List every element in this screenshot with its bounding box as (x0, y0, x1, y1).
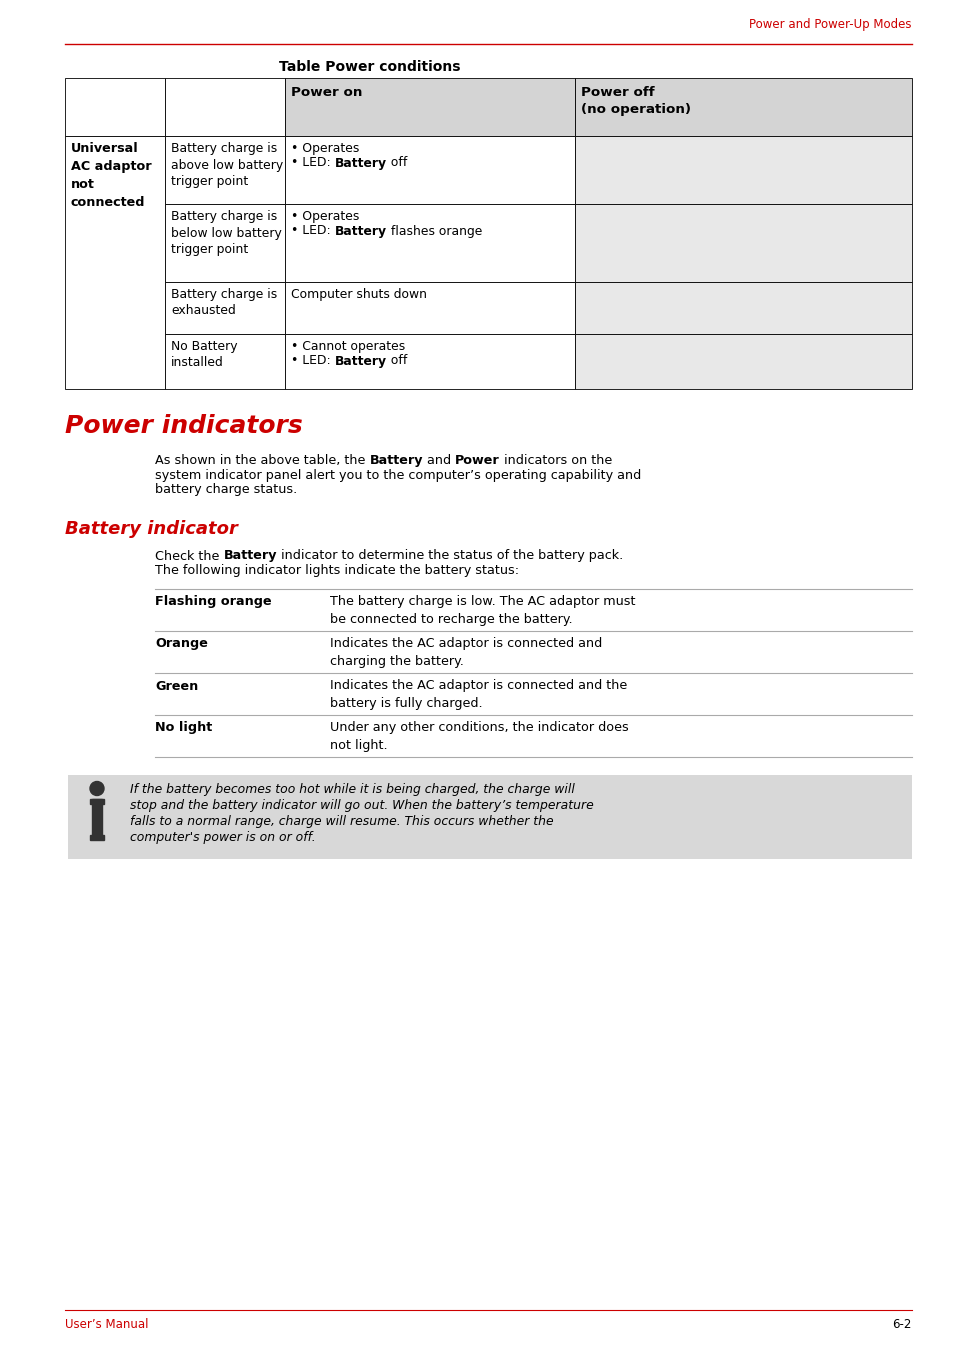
Text: Battery charge is
above low battery
trigger point: Battery charge is above low battery trig… (171, 142, 283, 188)
Bar (285, 334, 575, 389)
Text: Indicates the AC adaptor is connected and the
battery is fully charged.: Indicates the AC adaptor is connected an… (330, 680, 626, 709)
Text: Indicates the AC adaptor is connected and
charging the battery.: Indicates the AC adaptor is connected an… (330, 638, 601, 667)
Text: Battery: Battery (335, 157, 386, 169)
Text: 6-2: 6-2 (892, 1319, 911, 1331)
Bar (575, 78, 911, 136)
Bar (165, 334, 285, 389)
Text: Computer shuts down: Computer shuts down (291, 288, 427, 301)
Bar (285, 204, 575, 282)
Circle shape (90, 781, 104, 796)
Bar (575, 204, 911, 282)
Text: Green: Green (154, 680, 198, 693)
Text: Battery: Battery (369, 454, 422, 467)
Text: stop and the battery indicator will go out. When the battery’s temperature: stop and the battery indicator will go o… (130, 798, 593, 812)
Text: Battery charge is
below low battery
trigger point: Battery charge is below low battery trig… (171, 209, 281, 255)
Bar (65, 78, 165, 136)
Bar (285, 136, 575, 204)
Text: system indicator panel alert you to the computer’s operating capability and: system indicator panel alert you to the … (154, 469, 640, 481)
Text: off: off (386, 157, 407, 169)
Bar (68, 774, 911, 858)
Bar (575, 282, 911, 334)
Bar (91, 798, 102, 836)
Text: Under any other conditions, the indicator does
not light.: Under any other conditions, the indicato… (330, 721, 628, 751)
Text: User’s Manual: User’s Manual (65, 1319, 149, 1331)
Text: and: and (422, 454, 455, 467)
Text: Battery: Battery (223, 550, 276, 562)
Text: Universal
AC adaptor
not
connected: Universal AC adaptor not connected (71, 142, 152, 209)
Text: Orange: Orange (154, 638, 208, 650)
Text: Table Power conditions: Table Power conditions (279, 59, 460, 74)
Text: No Battery
installed: No Battery installed (171, 340, 237, 370)
Text: Power on: Power on (291, 86, 362, 99)
Bar (165, 204, 285, 282)
Text: Battery: Battery (335, 354, 386, 367)
Text: • LED:: • LED: (291, 157, 335, 169)
Text: Power off
(no operation): Power off (no operation) (580, 86, 690, 116)
Bar (90, 798, 104, 804)
Text: Check the: Check the (154, 550, 223, 562)
Text: indicator to determine the status of the battery pack.: indicator to determine the status of the… (276, 550, 622, 562)
Text: No light: No light (154, 721, 212, 735)
Text: Battery charge is
exhausted: Battery charge is exhausted (171, 288, 277, 317)
Text: • LED:: • LED: (291, 354, 335, 367)
Text: If the battery becomes too hot while it is being charged, the charge will: If the battery becomes too hot while it … (130, 782, 575, 796)
Text: As shown in the above table, the: As shown in the above table, the (154, 454, 369, 467)
Text: falls to a normal range, charge will resume. This occurs whether the: falls to a normal range, charge will res… (130, 815, 553, 828)
Text: indicators on the: indicators on the (499, 454, 612, 467)
Text: • Operates: • Operates (291, 142, 359, 155)
Bar (575, 136, 911, 204)
Text: Power indicators: Power indicators (65, 413, 302, 438)
Text: • Operates: • Operates (291, 209, 359, 223)
Text: Power and Power-Up Modes: Power and Power-Up Modes (749, 18, 911, 31)
Text: Battery indicator: Battery indicator (65, 520, 237, 538)
Text: • LED:: • LED: (291, 224, 335, 238)
Text: battery charge status.: battery charge status. (154, 484, 297, 496)
Text: Power: Power (455, 454, 499, 467)
Bar (285, 282, 575, 334)
Text: Flashing orange: Flashing orange (154, 596, 272, 608)
Bar (65, 136, 165, 389)
Bar (90, 835, 104, 839)
Text: flashes orange: flashes orange (386, 224, 481, 238)
Bar (165, 282, 285, 334)
Text: The following indicator lights indicate the battery status:: The following indicator lights indicate … (154, 563, 518, 577)
Text: computer's power is on or off.: computer's power is on or off. (130, 831, 315, 843)
Bar (165, 78, 285, 136)
Bar (575, 334, 911, 389)
Bar (285, 78, 575, 136)
Text: Battery: Battery (335, 224, 386, 238)
Bar (165, 136, 285, 204)
Text: The battery charge is low. The AC adaptor must
be connected to recharge the batt: The battery charge is low. The AC adapto… (330, 596, 635, 626)
Text: • Cannot operates: • Cannot operates (291, 340, 405, 353)
Text: off: off (386, 354, 407, 367)
